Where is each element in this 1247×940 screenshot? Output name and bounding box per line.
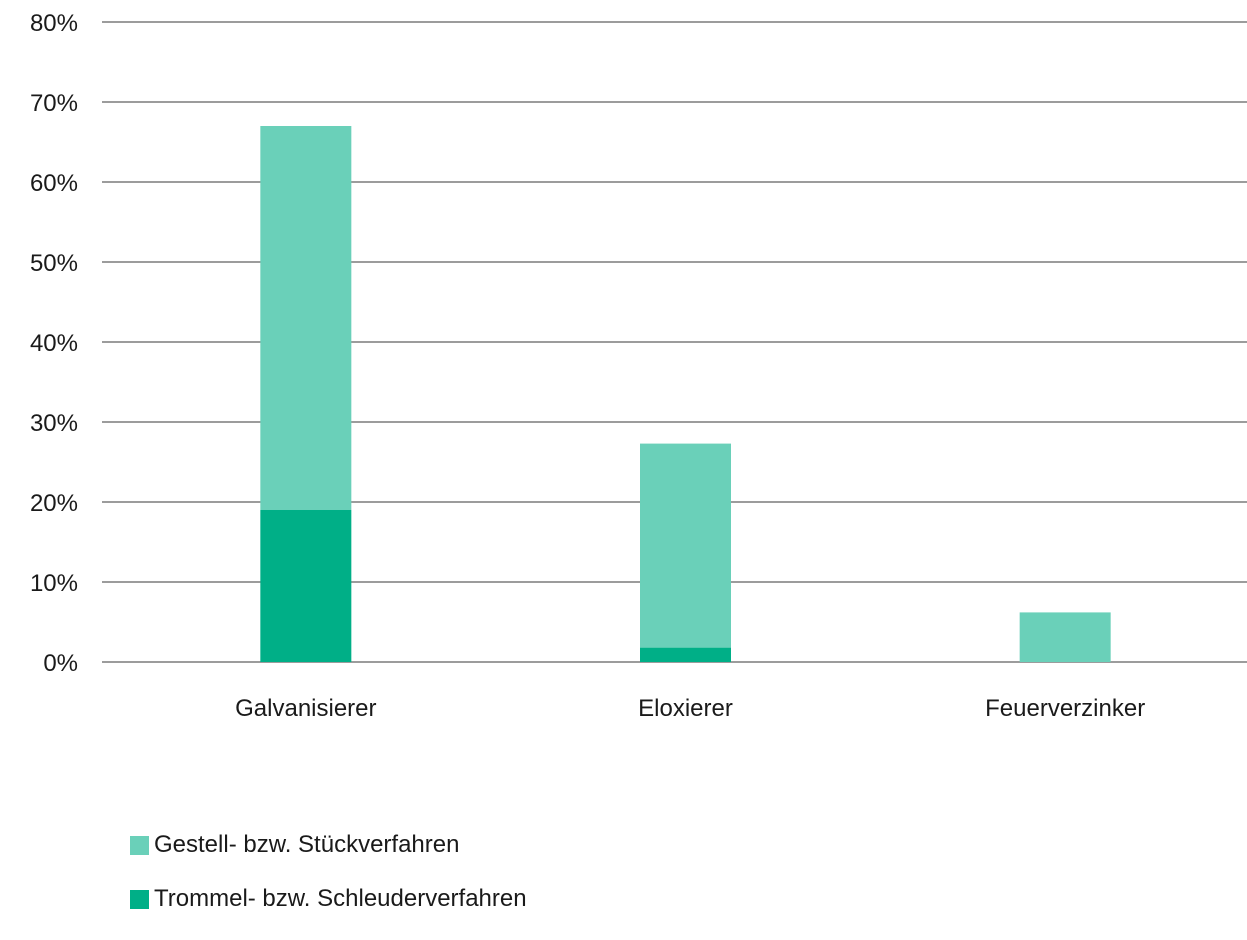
x-axis-ticks: Galvanisierer Eloxierer Feuerverzinker bbox=[235, 695, 1145, 722]
bar-segment bbox=[260, 126, 352, 510]
y-axis-ticks: 0% 10% 20% 30% 40% 50% 60% 70% 80% bbox=[30, 10, 78, 677]
y-tick-label: 30% bbox=[30, 410, 78, 437]
y-tick-label: 50% bbox=[30, 250, 78, 277]
bar-segment bbox=[640, 443, 731, 648]
legend-swatch-gestell bbox=[130, 835, 149, 855]
y-tick-label: 40% bbox=[30, 330, 78, 357]
x-tick-label: Galvanisierer bbox=[235, 695, 376, 722]
bars bbox=[260, 126, 1111, 662]
bar-chart: 0% 10% 20% 30% 40% 50% 60% 70% 80% Galvanisierer… bbox=[30, 10, 1247, 722]
y-tick-label: 0% bbox=[43, 650, 78, 677]
bar-segment bbox=[260, 510, 352, 662]
x-tick-label: Eloxierer bbox=[638, 695, 733, 722]
bar-segment bbox=[640, 647, 731, 662]
x-tick-label: Feuerverzinker bbox=[985, 695, 1145, 722]
y-tick-label: 10% bbox=[30, 570, 78, 597]
y-tick-label: 70% bbox=[30, 90, 78, 117]
y-tick-label: 60% bbox=[30, 170, 78, 197]
y-tick-label: 80% bbox=[30, 10, 78, 37]
legend-label-gestell: Gestell- bzw. Stückverfahren bbox=[154, 831, 460, 858]
bar-segment bbox=[1019, 612, 1111, 662]
legend-item-trommel: Trommel- bzw. Schleuderverfahren bbox=[130, 885, 527, 912]
legend: Gestell- bzw. Stückverfahren Trommel- bz… bbox=[130, 831, 527, 940]
legend-item-gestell: Gestell- bzw. Stückverfahren bbox=[130, 831, 527, 858]
legend-label-trommel: Trommel- bzw. Schleuderverfahren bbox=[154, 885, 527, 912]
y-tick-label: 20% bbox=[30, 490, 78, 517]
legend-swatch-trommel bbox=[130, 889, 149, 909]
